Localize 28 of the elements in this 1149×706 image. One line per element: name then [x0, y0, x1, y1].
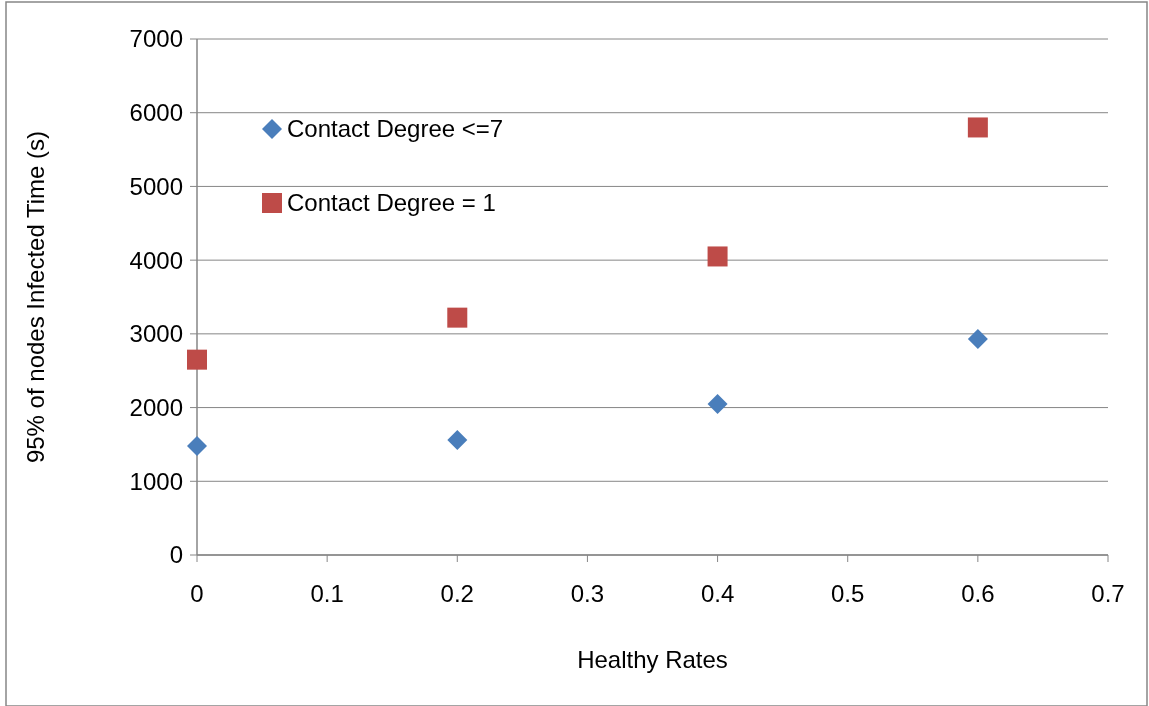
x-tick-label: 0.2: [440, 580, 474, 607]
point: [967, 117, 988, 138]
point: [187, 349, 207, 370]
y-tick-label: 5000: [129, 172, 183, 200]
y-tick-label: 1000: [129, 467, 183, 495]
legend-label: Contact Degree = 1: [287, 189, 496, 217]
x-tick-label: 0: [190, 580, 204, 607]
x-tick-label: 0.1: [310, 580, 344, 607]
x-tick-label: 0.7: [1091, 580, 1125, 607]
x-tick-label: 0.3: [570, 580, 605, 607]
y-tick-label: 3000: [129, 320, 183, 348]
point: [707, 393, 728, 414]
point: [187, 435, 207, 456]
point: [447, 430, 468, 451]
x-axis-title: Healthy Rates: [577, 646, 728, 673]
point: [447, 307, 468, 328]
point: [707, 246, 728, 267]
y-tick-label: 7000: [129, 25, 183, 53]
x-tick-label: 0.4: [700, 580, 735, 607]
point: [967, 329, 988, 350]
x-tick-label: 0.6: [961, 580, 995, 607]
legend-label: Contact Degree <=7: [287, 115, 504, 143]
y-tick-label: 0: [169, 541, 183, 569]
x-tick-label: 0.5: [831, 580, 865, 607]
y-tick-label: 4000: [129, 246, 183, 274]
y-tick-label: 6000: [129, 99, 183, 127]
y-tick-label: 2000: [129, 393, 183, 421]
y-axis-title: 95% of nodes Infected Time (s): [22, 130, 49, 464]
